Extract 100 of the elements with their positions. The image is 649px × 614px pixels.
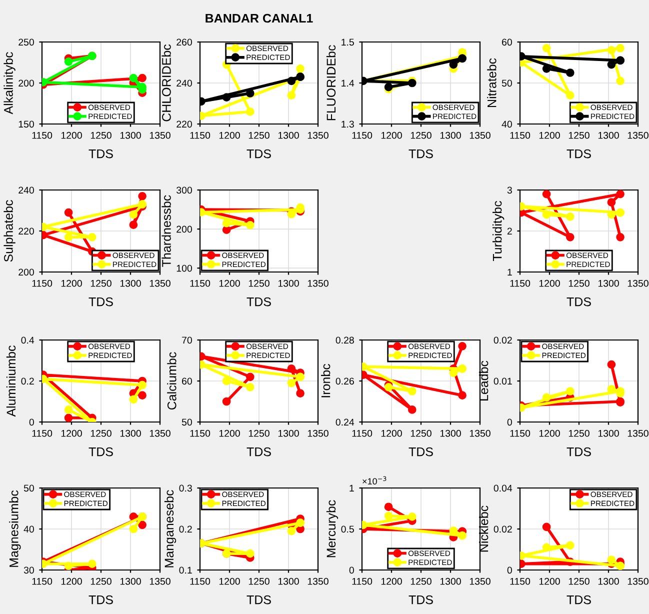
y-tick-label: 50 bbox=[24, 484, 34, 492]
x-axis-title: TDS bbox=[566, 595, 591, 604]
y-tick-label: 60 bbox=[182, 378, 192, 385]
x-tick-label: 1350 bbox=[628, 280, 648, 287]
x-tick-label: 1250 bbox=[90, 132, 112, 139]
x-axis-title: TDS bbox=[246, 149, 271, 158]
y-axis-title: Alkalinitybc bbox=[4, 52, 16, 114]
y-tick-label: 0 bbox=[507, 566, 512, 574]
x-tick-label: 1200 bbox=[539, 132, 560, 139]
x-axis-title: TDS bbox=[566, 297, 591, 306]
x-tick-label: 1250 bbox=[248, 280, 270, 287]
x-tick-label: 1300 bbox=[598, 280, 619, 287]
x-axis-title: TDS bbox=[246, 297, 271, 306]
y-tick-label: 0.02 bbox=[494, 526, 512, 533]
y-tick-label: 1 bbox=[350, 484, 354, 492]
x-tick-label: 1200 bbox=[219, 280, 240, 287]
y-axis-title: Magnesiumbc bbox=[9, 490, 21, 567]
x-tick-label: 1150 bbox=[32, 280, 52, 287]
x-tick-label: 1300 bbox=[440, 578, 461, 585]
x-tick-label: 1300 bbox=[120, 280, 141, 287]
x-tick-label: 1300 bbox=[278, 132, 299, 139]
x-tick-label: 1200 bbox=[61, 578, 82, 585]
y-axis-title: Leadbc bbox=[479, 360, 488, 400]
x-axis-title: TDS bbox=[246, 447, 271, 456]
y-tick-label: 0.02 bbox=[494, 336, 512, 344]
x-axis-title: TDS bbox=[88, 447, 113, 456]
y-axis-title: Turbiditybc bbox=[492, 200, 504, 262]
y-tick-label: 1.4 bbox=[342, 80, 354, 87]
y-tick-label: 220 bbox=[176, 120, 192, 128]
x-tick-label: 1200 bbox=[381, 430, 402, 437]
x-tick-label: 1300 bbox=[120, 578, 141, 585]
y-axis-title: Manganesebc bbox=[164, 490, 176, 568]
x-tick-label: 1350 bbox=[470, 430, 490, 437]
x-tick-label: 1350 bbox=[470, 132, 490, 139]
y-tick-label: 300 bbox=[176, 186, 192, 194]
y-tick-label: 40 bbox=[502, 120, 512, 128]
x-tick-label: 1200 bbox=[219, 430, 240, 437]
x-tick-label: 1300 bbox=[440, 430, 461, 437]
x-tick-label: 1300 bbox=[598, 430, 619, 437]
x-tick-label: 1350 bbox=[628, 132, 648, 139]
x-tick-label: 1300 bbox=[598, 578, 619, 585]
x-axis-title: TDS bbox=[246, 595, 271, 604]
x-tick-label: 1250 bbox=[568, 280, 590, 287]
x-tick-label: 1150 bbox=[32, 132, 52, 139]
x-tick-label: 1250 bbox=[410, 578, 432, 585]
x-tick-label: 1350 bbox=[628, 578, 648, 585]
x-axis-title: TDS bbox=[408, 149, 433, 158]
x-tick-label: 1350 bbox=[308, 430, 328, 437]
chart-title: BANDAR CANAL1 bbox=[206, 14, 313, 23]
y-tick-label: 0 bbox=[349, 566, 354, 574]
x-tick-label: 1250 bbox=[90, 578, 112, 585]
y-tick-label: 0.2 bbox=[179, 526, 192, 533]
x-axis-title: TDS bbox=[88, 297, 113, 306]
x-tick-label: 1200 bbox=[219, 578, 240, 585]
x-tick-label: 1300 bbox=[278, 578, 299, 585]
x-tick-label: 1300 bbox=[120, 430, 141, 437]
x-tick-label: 1200 bbox=[381, 132, 402, 139]
x-tick-label: 1150 bbox=[190, 578, 210, 585]
x-tick-label: 1200 bbox=[539, 280, 560, 287]
x-tick-label: 1250 bbox=[410, 132, 432, 139]
x-tick-label: 1150 bbox=[510, 280, 530, 287]
y-axis-title: Thardnessbc bbox=[162, 195, 171, 267]
x-tick-label: 1150 bbox=[190, 280, 210, 287]
y-tick-label: 0.5 bbox=[341, 526, 354, 533]
x-tick-label: 1350 bbox=[308, 578, 328, 585]
x-tick-label: 1200 bbox=[61, 132, 82, 139]
y-axis-title: CHLORIDEbc bbox=[162, 44, 171, 122]
y-tick-label: 0.04 bbox=[494, 484, 512, 492]
x-tick-label: 1300 bbox=[120, 132, 141, 139]
x-tick-label: 1350 bbox=[628, 430, 648, 437]
x-tick-label: 1150 bbox=[352, 132, 372, 139]
x-tick-label: 1250 bbox=[568, 578, 590, 585]
x-tick-label: 1350 bbox=[150, 132, 170, 139]
x-tick-label: 1350 bbox=[470, 578, 490, 585]
x-tick-label: 1200 bbox=[61, 280, 82, 287]
x-tick-label: 1150 bbox=[190, 430, 210, 437]
x-tick-label: 1200 bbox=[381, 578, 402, 585]
y-tick-label: 250 bbox=[18, 38, 34, 46]
y-tick-label: 200 bbox=[18, 268, 34, 276]
x-tick-label: 1300 bbox=[278, 430, 299, 437]
y-axis-title: Ironbc bbox=[321, 364, 330, 398]
x-tick-label: 1150 bbox=[510, 430, 530, 437]
x-tick-label: 1150 bbox=[352, 578, 372, 585]
x-tick-label: 1150 bbox=[190, 132, 210, 139]
y-tick-label: 220 bbox=[18, 228, 34, 235]
y-axis-title: Calciumbc bbox=[167, 352, 176, 410]
y-tick-label: 200 bbox=[18, 80, 34, 87]
x-tick-label: 1150 bbox=[32, 578, 52, 585]
y-axis-title: Mercurybc bbox=[326, 500, 338, 558]
x-tick-label: 1250 bbox=[568, 132, 590, 139]
y-axis-title: Sulphatebc bbox=[4, 200, 16, 262]
y-tick-label: 0.1 bbox=[179, 566, 192, 574]
y-axis-title: FLUORIDEbc bbox=[326, 45, 336, 120]
y-tick-label: 30 bbox=[24, 566, 34, 574]
y-tick-label: 0.4 bbox=[21, 336, 34, 344]
y-tick-label: 0 bbox=[507, 418, 512, 426]
x-axis-title: TDS bbox=[88, 149, 113, 158]
x-tick-label: 1250 bbox=[90, 430, 112, 437]
y-tick-label: 3 bbox=[507, 186, 512, 194]
x-tick-label: 1350 bbox=[308, 132, 328, 139]
